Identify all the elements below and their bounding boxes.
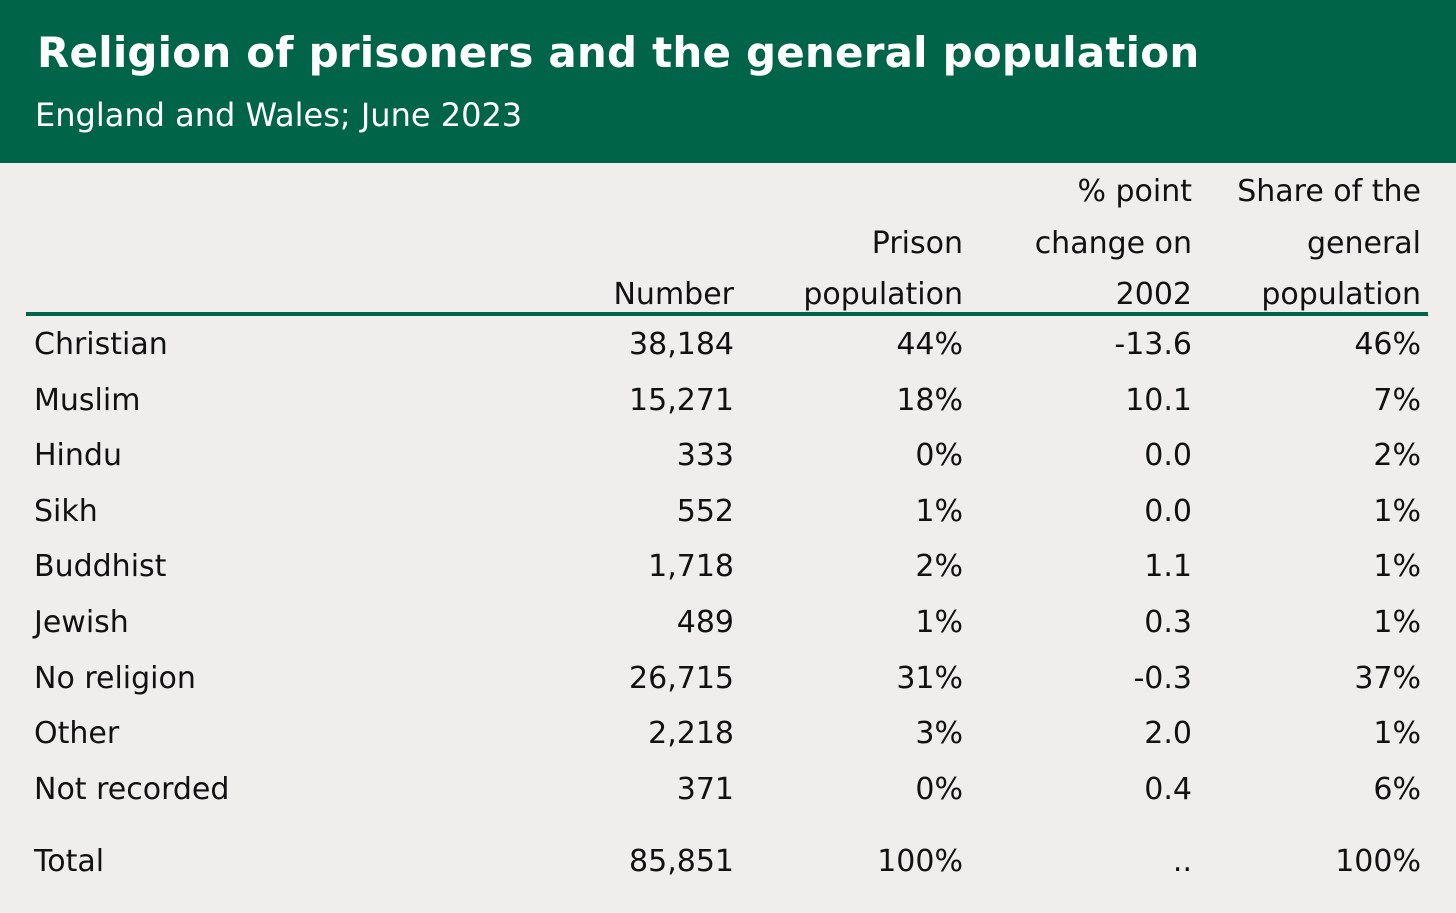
table-cell: 2.0 bbox=[1144, 716, 1192, 752]
column-header-line: Prison bbox=[871, 225, 963, 261]
row-label: Not recorded bbox=[34, 771, 230, 807]
table-cell: 85,851 bbox=[629, 844, 734, 879]
column-header-line: change on bbox=[1034, 225, 1192, 261]
chart-subtitle: England and Wales; June 2023 bbox=[35, 96, 523, 134]
table-cell: 46% bbox=[1354, 327, 1421, 362]
table-cell: 2% bbox=[915, 549, 963, 585]
table-row: Muslim 15,271 18% 10.1 7% bbox=[0, 373, 1456, 429]
table-cell: 0.3 bbox=[1144, 605, 1192, 640]
column-header-line: 2002 bbox=[1115, 277, 1192, 312]
row-label: No religion bbox=[34, 660, 196, 696]
column-header: Share of the general population bbox=[1237, 166, 1421, 321]
table-cell: 3% bbox=[915, 716, 963, 752]
table-cell: 7% bbox=[1373, 382, 1421, 418]
table-cell: 1,718 bbox=[648, 549, 734, 585]
table-cell: 0.4 bbox=[1144, 771, 1192, 807]
table-cell: 2,218 bbox=[648, 716, 734, 752]
table-cell: 1% bbox=[915, 605, 963, 640]
row-label: Muslim bbox=[34, 382, 141, 418]
column-header-line: % point bbox=[1077, 174, 1192, 209]
row-label: Sikh bbox=[34, 493, 98, 529]
table-cell: 1% bbox=[1373, 716, 1421, 752]
table-cell: 1% bbox=[915, 493, 963, 529]
table-cell: 100% bbox=[1335, 844, 1421, 879]
table-cell: 1% bbox=[1373, 605, 1421, 640]
row-label: Christian bbox=[34, 327, 168, 362]
table-cell: 2% bbox=[1373, 438, 1421, 474]
table-row: Buddhist 1,718 2% 1.1 1% bbox=[0, 539, 1456, 595]
title-banner: Religion of prisoners and the general po… bbox=[0, 0, 1456, 163]
total-row: Total 85,851 100%.. 100% bbox=[0, 834, 1456, 890]
row-label: Jewish bbox=[34, 605, 129, 640]
table-cell: 0.0 bbox=[1144, 493, 1192, 529]
table-row: Sikh 552 1% 0.0 1% bbox=[0, 484, 1456, 540]
row-label: Hindu bbox=[34, 438, 122, 474]
table-cell: 1% bbox=[1373, 493, 1421, 529]
row-label: Total bbox=[34, 844, 105, 879]
header-rule bbox=[26, 312, 1428, 316]
chart-title: Religion of prisoners and the general po… bbox=[37, 28, 1200, 77]
table-cell: 38,184 bbox=[629, 327, 734, 362]
column-header-line: general bbox=[1306, 225, 1421, 261]
table-cell: 489 bbox=[676, 605, 734, 640]
row-label: Buddhist bbox=[34, 549, 167, 585]
table-cell: 1% bbox=[1373, 549, 1421, 585]
table-cell: 44% bbox=[896, 327, 963, 362]
table-cell: 0% bbox=[915, 438, 963, 474]
table-row: Not recorded 371 0% 0.4 6% bbox=[0, 762, 1456, 818]
table-row: No religion 26,715 31% -0.3 37% bbox=[0, 651, 1456, 707]
table-cell: 333 bbox=[676, 438, 734, 474]
row-label: Other bbox=[34, 716, 120, 752]
table-cell: 0.0 bbox=[1144, 438, 1192, 474]
table-cell: 10.1 bbox=[1125, 382, 1192, 418]
table-cell: .. bbox=[1172, 844, 1192, 879]
table-cell: 37% bbox=[1354, 660, 1421, 696]
column-header: % point change on 2002 bbox=[1035, 166, 1192, 321]
table-cell: 371 bbox=[676, 771, 734, 807]
table-cell: 18% bbox=[896, 382, 963, 418]
column-header-line: population bbox=[1261, 277, 1421, 312]
table-row: Christian 38,184 44% -13.6 46% bbox=[0, 317, 1456, 373]
table-row: Jewish 489 1% 0.3 1% bbox=[0, 595, 1456, 651]
table-row: Other 2,218 3% 2.0 1% bbox=[0, 706, 1456, 762]
column-header-line: Number bbox=[613, 277, 734, 312]
table-cell: 31% bbox=[896, 660, 963, 696]
table-cell: 552 bbox=[676, 493, 734, 529]
table-cell: -13.6 bbox=[1114, 327, 1192, 362]
table-cell: 15,271 bbox=[629, 382, 734, 418]
table-cell: 6% bbox=[1373, 771, 1421, 807]
table-cell: 26,715 bbox=[629, 660, 734, 696]
table-row: Hindu 333 0% 0.0 2% bbox=[0, 428, 1456, 484]
table-cell: 100% bbox=[877, 844, 963, 879]
table-cell: -0.3 bbox=[1133, 660, 1192, 696]
column-header-line: Share of the bbox=[1237, 174, 1421, 209]
column-header: Prison population bbox=[803, 218, 963, 321]
column-header: Number bbox=[613, 269, 734, 321]
table-cell: 1.1 bbox=[1144, 549, 1192, 585]
table-cell: 0% bbox=[915, 771, 963, 807]
column-header-line: population bbox=[803, 277, 963, 312]
